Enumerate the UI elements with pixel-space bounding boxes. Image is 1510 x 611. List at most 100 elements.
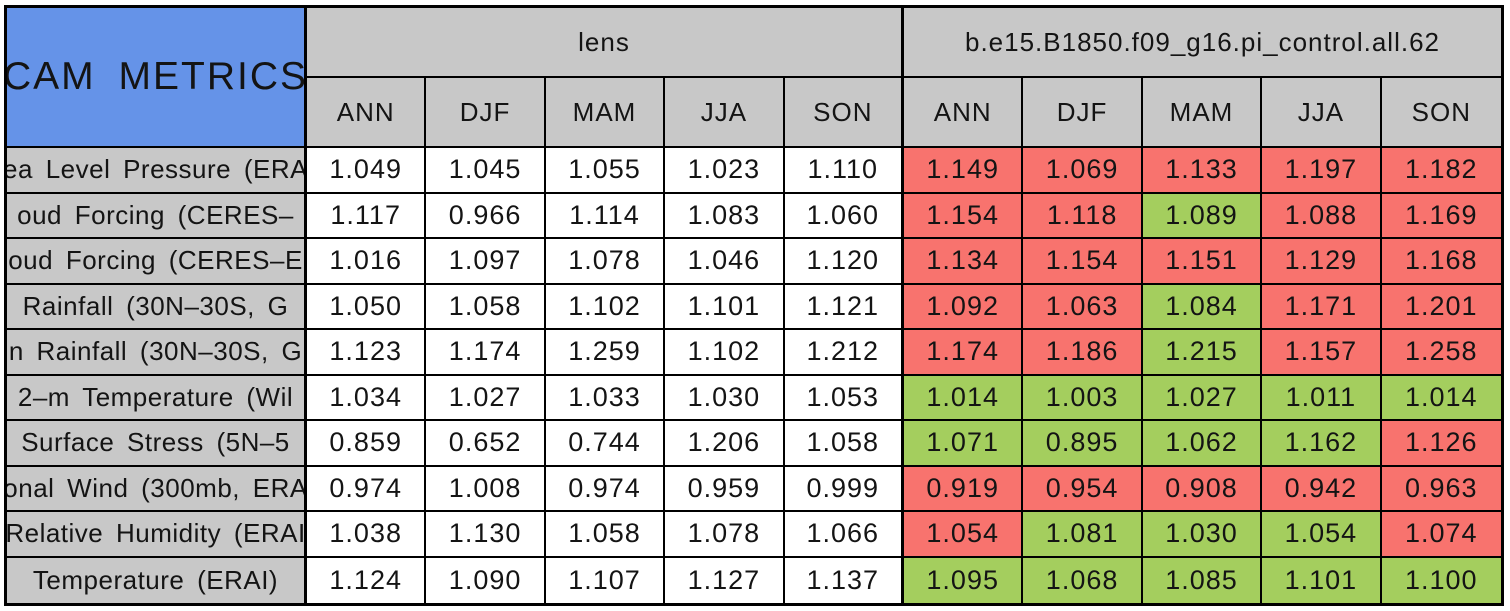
metric-row-label: n Rainfall (30N–30S, G bbox=[7, 330, 307, 376]
control-value-cell: 1.151 bbox=[1142, 239, 1263, 285]
control-value-cell: 1.258 bbox=[1381, 330, 1501, 376]
control-value-cell: 1.157 bbox=[1262, 330, 1382, 376]
control-value-cell: 0.919 bbox=[904, 466, 1024, 512]
control-value-cell: 1.154 bbox=[904, 193, 1024, 239]
control-value-cell: 1.071 bbox=[904, 421, 1024, 467]
control-value-cell: 1.054 bbox=[904, 512, 1024, 558]
lens-value-cell: 1.058 bbox=[784, 421, 904, 467]
lens-value-cell: 1.137 bbox=[784, 557, 904, 603]
lens-value-cell: 1.114 bbox=[545, 193, 666, 239]
lens-value-cell: 1.027 bbox=[426, 375, 546, 421]
lens-value-cell: 1.259 bbox=[545, 330, 666, 376]
control-value-cell: 1.134 bbox=[904, 239, 1024, 285]
control-value-cell: 1.129 bbox=[1262, 239, 1382, 285]
control-value-cell: 1.197 bbox=[1262, 148, 1382, 194]
season-column-header: SON bbox=[1381, 78, 1501, 148]
control-value-cell: 1.014 bbox=[1381, 375, 1501, 421]
lens-value-cell: 1.127 bbox=[665, 557, 785, 603]
season-column-header: DJF bbox=[1023, 78, 1143, 148]
control-value-cell: 1.149 bbox=[904, 148, 1024, 194]
metric-row-label: oud Forcing (CERES– bbox=[7, 193, 307, 239]
control-value-cell: 1.054 bbox=[1262, 512, 1382, 558]
control-value-cell: 1.062 bbox=[1142, 421, 1263, 467]
lens-value-cell: 1.212 bbox=[784, 330, 904, 376]
control-value-cell: 1.085 bbox=[1142, 557, 1263, 603]
control-value-cell: 1.118 bbox=[1023, 193, 1143, 239]
control-value-cell: 1.168 bbox=[1381, 239, 1501, 285]
lens-value-cell: 0.652 bbox=[426, 421, 546, 467]
control-value-cell: 0.895 bbox=[1023, 421, 1143, 467]
lens-value-cell: 1.058 bbox=[426, 284, 546, 330]
lens-value-cell: 1.174 bbox=[426, 330, 546, 376]
lens-value-cell: 0.859 bbox=[307, 421, 427, 467]
season-column-header: ANN bbox=[307, 78, 427, 148]
lens-value-cell: 1.030 bbox=[665, 375, 785, 421]
lens-value-cell: 1.102 bbox=[665, 330, 785, 376]
metric-row-label: 2–m Temperature (Wil bbox=[7, 375, 307, 421]
control-value-cell: 1.084 bbox=[1142, 284, 1263, 330]
control-value-cell: 1.027 bbox=[1142, 375, 1263, 421]
lens-value-cell: 0.974 bbox=[307, 466, 427, 512]
control-value-cell: 0.963 bbox=[1381, 466, 1501, 512]
season-column-header: SON bbox=[784, 78, 904, 148]
lens-value-cell: 1.123 bbox=[307, 330, 427, 376]
control-value-cell: 1.011 bbox=[1262, 375, 1382, 421]
lens-value-cell: 1.016 bbox=[307, 239, 427, 285]
control-value-cell: 1.003 bbox=[1023, 375, 1143, 421]
lens-value-cell: 1.097 bbox=[426, 239, 546, 285]
season-column-header: JJA bbox=[665, 78, 785, 148]
lens-value-cell: 1.121 bbox=[784, 284, 904, 330]
lens-value-cell: 1.033 bbox=[545, 375, 666, 421]
lens-value-cell: 1.058 bbox=[545, 512, 666, 558]
control-value-cell: 1.101 bbox=[1262, 557, 1382, 603]
lens-value-cell: 0.974 bbox=[545, 466, 666, 512]
control-value-cell: 1.154 bbox=[1023, 239, 1143, 285]
metric-row-label: Temperature (ERAI) bbox=[7, 557, 307, 603]
metric-row-label: onal Wind (300mb, ERA bbox=[7, 466, 307, 512]
control-value-cell: 1.162 bbox=[1262, 421, 1382, 467]
control-value-cell: 1.063 bbox=[1023, 284, 1143, 330]
lens-value-cell: 1.102 bbox=[545, 284, 666, 330]
control-value-cell: 0.908 bbox=[1142, 466, 1263, 512]
metric-row-label: Relative Humidity (ERAI bbox=[7, 512, 307, 558]
control-value-cell: 1.089 bbox=[1142, 193, 1263, 239]
lens-value-cell: 1.206 bbox=[665, 421, 785, 467]
season-column-header: MAM bbox=[1142, 78, 1263, 148]
lens-value-cell: 1.023 bbox=[665, 148, 785, 194]
lens-value-cell: 1.120 bbox=[784, 239, 904, 285]
control-value-cell: 1.092 bbox=[904, 284, 1024, 330]
season-column-header: JJA bbox=[1262, 78, 1382, 148]
control-value-cell: 1.014 bbox=[904, 375, 1024, 421]
lens-value-cell: 1.046 bbox=[665, 239, 785, 285]
lens-value-cell: 1.078 bbox=[665, 512, 785, 558]
lens-value-cell: 1.066 bbox=[784, 512, 904, 558]
control-value-cell: 1.068 bbox=[1023, 557, 1143, 603]
control-value-cell: 1.169 bbox=[1381, 193, 1501, 239]
lens-value-cell: 1.060 bbox=[784, 193, 904, 239]
metric-row-label: ea Level Pressure (ERA bbox=[7, 148, 307, 194]
control-value-cell: 0.954 bbox=[1023, 466, 1143, 512]
control-value-cell: 0.942 bbox=[1262, 466, 1382, 512]
control-value-cell: 1.133 bbox=[1142, 148, 1263, 194]
lens-value-cell: 0.999 bbox=[784, 466, 904, 512]
season-column-header: DJF bbox=[426, 78, 546, 148]
lens-value-cell: 1.045 bbox=[426, 148, 546, 194]
control-value-cell: 1.095 bbox=[904, 557, 1024, 603]
control-value-cell: 1.174 bbox=[904, 330, 1024, 376]
control-value-cell: 1.088 bbox=[1262, 193, 1382, 239]
cam-metrics-table: CAM METRICS lens b.e15.B1850.f09_g16.pi_… bbox=[4, 5, 1504, 606]
control-value-cell: 1.126 bbox=[1381, 421, 1501, 467]
season-column-header: ANN bbox=[904, 78, 1024, 148]
lens-value-cell: 1.050 bbox=[307, 284, 427, 330]
control-value-cell: 1.171 bbox=[1262, 284, 1382, 330]
lens-value-cell: 1.055 bbox=[545, 148, 666, 194]
lens-value-cell: 1.101 bbox=[665, 284, 785, 330]
control-value-cell: 1.030 bbox=[1142, 512, 1263, 558]
lens-value-cell: 0.959 bbox=[665, 466, 785, 512]
lens-value-cell: 1.090 bbox=[426, 557, 546, 603]
lens-value-cell: 1.117 bbox=[307, 193, 427, 239]
lens-value-cell: 0.744 bbox=[545, 421, 666, 467]
lens-value-cell: 1.078 bbox=[545, 239, 666, 285]
control-value-cell: 1.074 bbox=[1381, 512, 1501, 558]
